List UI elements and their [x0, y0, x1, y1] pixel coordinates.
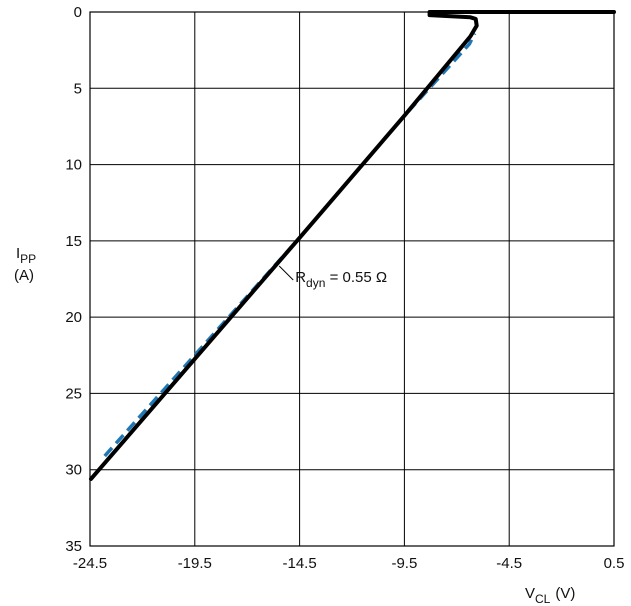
- annotation-layer: Rdyn = 0.55 Ω: [278, 265, 387, 290]
- x-axis-label-main: V: [525, 585, 535, 602]
- rdyn-annotation-main: R: [295, 269, 306, 286]
- y-tick-label: 10: [65, 157, 82, 174]
- x-tick-label: -14.5: [282, 555, 316, 572]
- x-tick-label: 0.5: [604, 555, 625, 572]
- x-axis-label: VCL (V): [525, 585, 575, 606]
- x-tick-label: -9.5: [391, 555, 417, 572]
- rdyn-annotation: Rdyn = 0.55 Ω: [295, 269, 387, 290]
- rdyn-annotation-sub: dyn: [306, 276, 325, 290]
- y-tick-label: 0: [74, 4, 82, 21]
- y-tick-label: 25: [65, 385, 82, 402]
- plot-frame: [89, 11, 615, 547]
- y-axis-label-main: I: [16, 245, 20, 262]
- y-tick-label: 20: [65, 309, 82, 326]
- y-axis-label-sub: PP: [20, 252, 36, 266]
- annotation-leader-line: [278, 265, 294, 281]
- x-tick-label: -19.5: [178, 555, 212, 572]
- x-axis-label-unit: (V): [555, 585, 575, 602]
- x-tick-labels: -24.5 -19.5 -14.5 -9.5 -4.5 0.5: [73, 555, 625, 572]
- y-tick-labels: 0 5 10 15 20 25 30 35: [65, 4, 82, 555]
- y-tick-label: 5: [74, 80, 82, 97]
- y-tick-label: 35: [65, 538, 82, 555]
- rdyn-annotation-rest: = 0.55 Ω: [325, 269, 387, 286]
- x-axis-label-sub: CL: [535, 592, 551, 606]
- series-layer: [89, 10, 616, 481]
- y-axis-unit: (A): [14, 267, 34, 284]
- x-tick-label: -4.5: [496, 555, 522, 572]
- x-tick-label: -24.5: [73, 555, 107, 572]
- solid-series-line: [89, 10, 616, 481]
- y-tick-label: 15: [65, 233, 82, 250]
- y-axis-label: IPP: [16, 245, 36, 266]
- y-tick-label: 30: [65, 462, 82, 479]
